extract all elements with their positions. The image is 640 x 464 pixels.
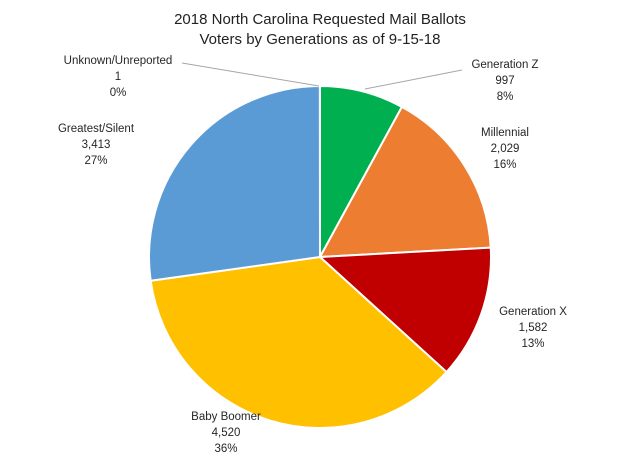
pie-slice-baby-boomer xyxy=(149,255,448,429)
pie-slice-millennial xyxy=(318,105,492,259)
slice-label-millennial: Millennial 2,029 16% xyxy=(481,127,529,171)
pie-slice-generation-x xyxy=(317,246,492,374)
slice-value: 997 xyxy=(495,75,514,87)
leader-lines xyxy=(181,62,463,90)
slice-percent: 8% xyxy=(497,91,514,103)
slice-name: Greatest/Silent xyxy=(58,123,135,135)
pie-slice-greatest-silent xyxy=(148,84,322,282)
slice-value: 1 xyxy=(115,71,121,83)
slice-labels: Generation Z 997 8% Millennial 2,029 16% Gener… xyxy=(58,55,567,455)
slice-percent: 36% xyxy=(214,443,237,455)
slice-name: Generation Z xyxy=(471,59,538,71)
slice-label-generation-z: Generation Z 997 8% xyxy=(471,59,538,103)
chart-title: 2018 North Carolina Requested Mail Ballo… xyxy=(174,11,466,28)
slice-value: 2,029 xyxy=(491,143,520,155)
slice-percent: 27% xyxy=(84,155,107,167)
slice-percent: 16% xyxy=(493,159,516,171)
slice-percent: 13% xyxy=(521,338,544,350)
slice-value: 4,520 xyxy=(212,427,241,439)
slice-name: Unknown/Unreported xyxy=(64,55,173,67)
leader-line-generation-z xyxy=(364,69,463,90)
leader-line-unknown-unreported xyxy=(181,62,320,87)
slice-label-greatest-silent: Greatest/Silent 3,413 27% xyxy=(58,123,135,167)
pie-slices xyxy=(148,84,492,429)
slice-label-baby-boomer: Baby Boomer 4,520 36% xyxy=(191,411,261,455)
chart-subtitle: Voters by Generations as of 9-15-18 xyxy=(200,31,441,48)
slice-percent: 0% xyxy=(110,87,127,99)
slice-name: Baby Boomer xyxy=(191,411,261,423)
slice-name: Millennial xyxy=(481,127,529,139)
slice-value: 1,582 xyxy=(519,322,548,334)
slice-label-unknown-unreported: Unknown/Unreported 1 0% xyxy=(64,55,173,99)
slice-label-generation-x: Generation X 1,582 13% xyxy=(499,306,567,350)
slice-name: Generation X xyxy=(499,306,567,318)
slice-value: 3,413 xyxy=(82,139,111,151)
